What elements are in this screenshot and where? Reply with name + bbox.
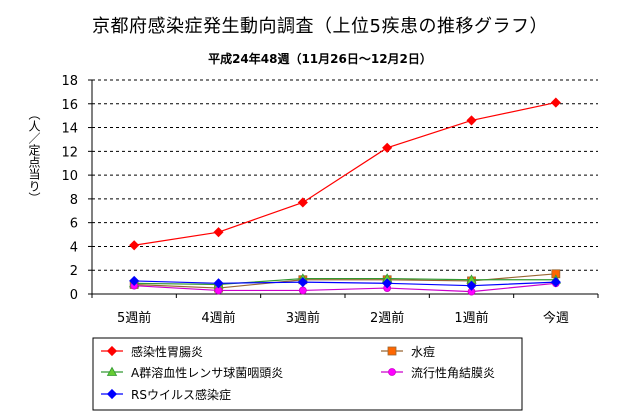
data-point [550,97,561,108]
y-tick-label: 18 [61,74,78,89]
y-tick-label: 2 [70,264,78,279]
series-line-2 [134,273,556,289]
data-point [297,277,308,288]
series-line-1 [134,102,556,246]
x-tick-label: 4週前 [201,310,235,326]
y-tick-label: 16 [61,98,78,113]
legend-label: 流行性角結膜炎 [411,366,495,380]
x-tick-label: 3週前 [286,310,320,326]
legend-label: A群溶血性レンサ球菌咽頭炎 [131,365,283,380]
data-point [129,240,140,251]
series-line-3 [134,277,556,286]
x-tick-label: 今週 [543,310,569,326]
legend-label: 水痘 [411,344,435,359]
data-point [466,115,477,126]
y-tick-label: 8 [70,193,78,208]
data-point [129,275,140,286]
chart-subtitle: 平成24年48週（11月26日～12月2日） [208,52,432,66]
legend-swatch-marker [387,346,397,356]
legend-swatch-marker [106,388,118,400]
legend-label: RSウイルス感染症 [131,387,231,402]
y-axis-label: （人／定点当り） [27,108,41,204]
series-line-5 [134,280,556,287]
y-tick-label: 0 [70,288,78,303]
y-tick-label: 6 [70,217,78,232]
data-point [466,280,477,291]
legend-swatch-marker [106,345,118,357]
data-point [213,278,224,289]
data-point [382,278,393,289]
x-tick-label: 5週前 [117,310,151,326]
x-tick-label: 1週前 [454,310,488,326]
data-point [298,286,307,295]
x-tick-label: 2週前 [370,310,404,326]
data-point [382,142,393,153]
series-line-4 [134,282,556,293]
data-point [550,277,561,288]
y-tick-label: 12 [61,145,78,160]
y-tick-label: 14 [61,122,78,137]
legend-swatch-marker [106,366,118,376]
legend-label: 感染性胃腸炎 [131,344,203,359]
chart-title: 京都府感染症発生動向調査（上位5疾患の推移グラフ） [92,16,548,37]
y-tick-label: 10 [61,169,78,184]
y-tick-label: 4 [70,240,78,255]
data-point [297,197,308,208]
data-point [213,227,224,238]
legend-swatch-marker [388,368,396,376]
legend-box [92,337,523,411]
